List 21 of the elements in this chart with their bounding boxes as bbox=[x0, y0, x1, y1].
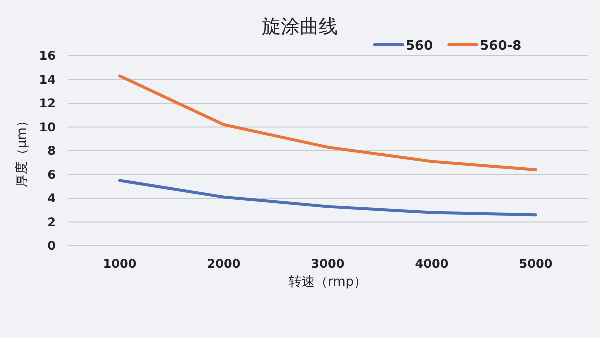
y-tick-label: 14 bbox=[39, 72, 56, 87]
y-tick-label: 4 bbox=[48, 192, 56, 206]
y-tick-label: 0 bbox=[48, 239, 56, 253]
legend-label: 560 bbox=[406, 39, 434, 54]
x-tick-label: 5000 bbox=[519, 257, 553, 271]
y-tick-label: 16 bbox=[39, 49, 56, 63]
y-tick-label: 2 bbox=[48, 215, 56, 230]
line-series bbox=[118, 74, 538, 172]
y-tick-label: 12 bbox=[39, 96, 56, 110]
legend-label: 560-8 bbox=[480, 39, 522, 54]
x-tick-label: 2000 bbox=[207, 257, 241, 271]
y-axis-title: 厚度（μm） bbox=[14, 114, 30, 188]
x-tick-label: 4000 bbox=[415, 257, 449, 271]
x-tick-label: 3000 bbox=[311, 257, 345, 271]
line-series bbox=[118, 179, 538, 217]
y-tick-label: 10 bbox=[39, 120, 56, 134]
chart-title: 旋涂曲线 bbox=[262, 16, 338, 38]
x-axis-title: 转速（rmp） bbox=[288, 275, 368, 290]
y-tick-label: 8 bbox=[48, 144, 56, 158]
x-tick-label: 1000 bbox=[103, 257, 137, 271]
y-tick-label: 6 bbox=[48, 168, 56, 182]
